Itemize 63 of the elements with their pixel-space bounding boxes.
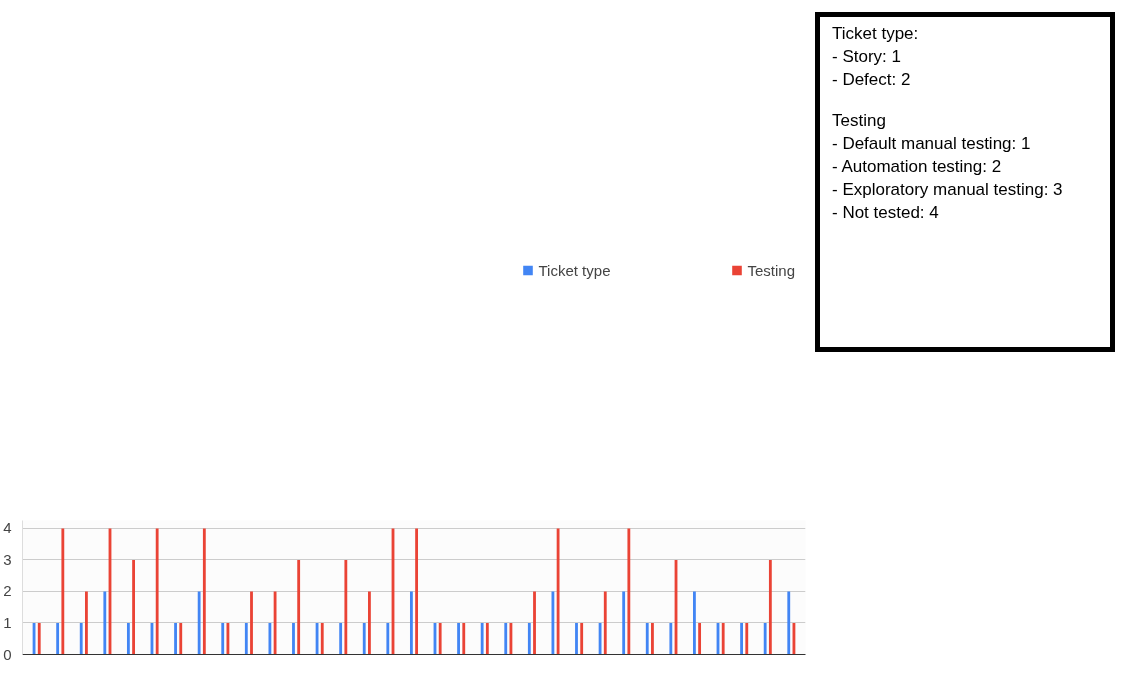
bar bbox=[368, 591, 371, 655]
bar bbox=[197, 591, 201, 655]
bar bbox=[268, 622, 272, 655]
bar bbox=[669, 622, 673, 655]
bar bbox=[462, 622, 466, 655]
bar bbox=[533, 591, 536, 655]
bar bbox=[292, 622, 295, 655]
bar bbox=[651, 622, 654, 655]
y-tick-label: 1 bbox=[3, 613, 12, 631]
bar bbox=[622, 591, 626, 655]
bar bbox=[179, 622, 183, 655]
bar bbox=[155, 528, 159, 655]
text: Ticket type: - Story: 1 - Defect: 2 bbox=[832, 23, 920, 91]
bar bbox=[37, 622, 41, 655]
bar bbox=[362, 622, 366, 655]
bar bbox=[344, 559, 348, 655]
bar bbox=[721, 622, 725, 655]
bar bbox=[763, 622, 767, 655]
bar bbox=[61, 528, 65, 655]
y-tick-label: 2 bbox=[3, 582, 12, 600]
bar bbox=[645, 622, 649, 655]
bar bbox=[740, 622, 743, 655]
bar bbox=[126, 622, 130, 655]
bar bbox=[603, 591, 607, 655]
bar bbox=[273, 591, 277, 655]
bar bbox=[556, 528, 560, 655]
bar bbox=[79, 622, 83, 655]
bar bbox=[693, 591, 696, 655]
bar bbox=[787, 591, 791, 655]
bar bbox=[480, 622, 484, 655]
bar bbox=[580, 622, 584, 655]
legend-label: Ticket type bbox=[538, 261, 611, 279]
bar bbox=[438, 622, 442, 655]
bar bbox=[85, 591, 88, 655]
legend-label: Testing bbox=[747, 261, 795, 279]
bar bbox=[132, 559, 135, 655]
y-tick-label: 0 bbox=[3, 645, 12, 663]
bar bbox=[56, 622, 60, 655]
bar bbox=[698, 622, 702, 655]
bar bbox=[575, 622, 578, 655]
bar bbox=[627, 528, 631, 655]
bar bbox=[386, 622, 390, 655]
bar bbox=[504, 622, 508, 655]
bar bbox=[297, 559, 301, 655]
bar bbox=[202, 528, 206, 655]
bar bbox=[409, 591, 413, 655]
bar bbox=[485, 622, 489, 655]
y-tick-label: 3 bbox=[3, 550, 12, 568]
bar bbox=[103, 591, 107, 655]
bar bbox=[457, 622, 460, 655]
bar bbox=[339, 622, 343, 655]
bar bbox=[551, 591, 555, 655]
bar bbox=[221, 622, 225, 655]
bar bbox=[768, 559, 772, 655]
bar bbox=[174, 622, 177, 655]
y-tick-label: 4 bbox=[3, 519, 12, 537]
text: Testing - Default manual testing: 1 - Automation testing: 2 - Exploratory manual testing: 3 - Not tested: 4 bbox=[832, 109, 1063, 224]
bar bbox=[745, 622, 749, 655]
bar bbox=[244, 622, 248, 655]
bar bbox=[320, 622, 324, 655]
bar bbox=[250, 591, 253, 655]
bar bbox=[527, 622, 531, 655]
bar bbox=[415, 528, 419, 655]
